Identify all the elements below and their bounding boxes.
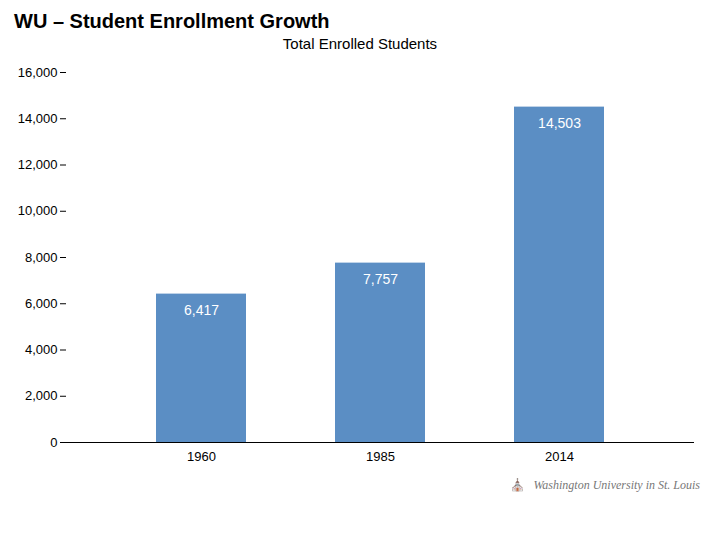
- html-text:Washington University in St. L: Washington University in St. Louis: [533, 478, 700, 492]
- svg-text:2,000: 2,000: [25, 388, 58, 403]
- svg-text:14,503: 14,503: [538, 115, 581, 131]
- svg-text:4,000: 4,000: [25, 342, 58, 357]
- svg-text:7,757: 7,757: [363, 271, 398, 287]
- svg-text:16,000: 16,000: [18, 65, 58, 80]
- svg-text:14,000: 14,000: [18, 111, 58, 126]
- svg-text:6,417: 6,417: [184, 302, 219, 318]
- svg-text:1960: 1960: [187, 449, 216, 464]
- svg-text:1985: 1985: [366, 449, 395, 464]
- svg-text:12,000: 12,000: [18, 157, 58, 172]
- svg-text:6,000: 6,000: [25, 296, 58, 311]
- html-text:WU – Student Enrollment Growth: WU – Student Enrollment Growth: [14, 10, 330, 32]
- svg-text:0: 0: [50, 435, 57, 450]
- svg-text:2014: 2014: [545, 449, 574, 464]
- html-text:Total Enrolled Students: Total Enrolled Students: [282, 35, 438, 52]
- svg-text:10,000: 10,000: [18, 203, 58, 218]
- svg-text:8,000: 8,000: [25, 250, 58, 265]
